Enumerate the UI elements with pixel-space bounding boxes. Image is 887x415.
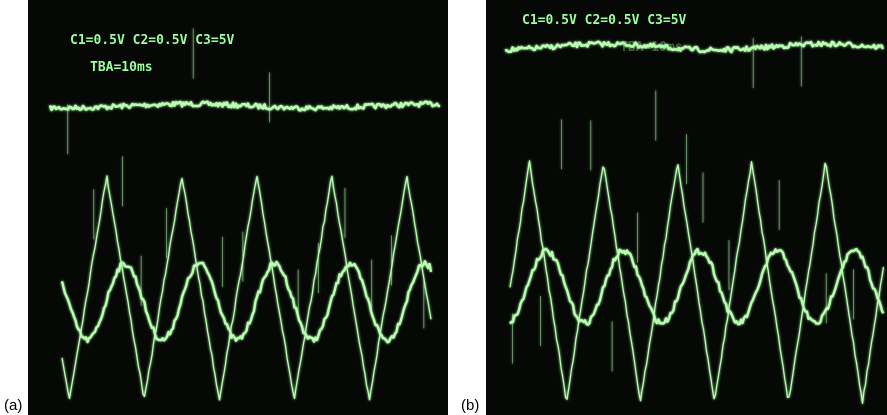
medium-wave [509, 247, 885, 326]
scope-timebase: TBA=10ms [620, 40, 683, 55]
scope-timebase: TBA=10ms [90, 60, 153, 75]
flat-trace [504, 40, 885, 54]
flat-trace [48, 100, 441, 112]
panel-label: (b) [461, 397, 479, 414]
medium-wave [60, 260, 433, 344]
screen-b [486, 0, 887, 415]
large-wave [61, 175, 432, 401]
scope-settings: C1=0.5V C2=0.5V C3=5V [522, 13, 687, 28]
panel-label: (a) [4, 397, 22, 414]
large-wave [509, 160, 885, 405]
scope-settings: C1=0.5V C2=0.5V C3=5V [70, 33, 235, 48]
traces [48, 28, 885, 405]
